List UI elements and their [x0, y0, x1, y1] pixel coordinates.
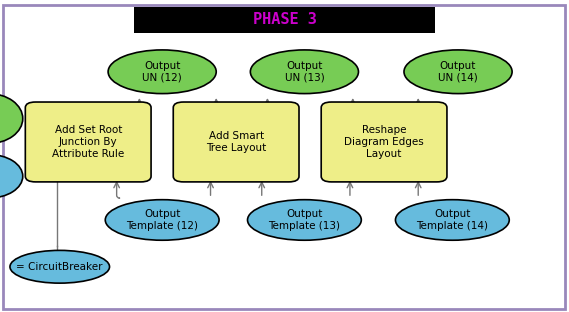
Text: Output
UN (14): Output UN (14)	[438, 61, 478, 83]
Text: Reshape
Diagram Edges
Layout: Reshape Diagram Edges Layout	[344, 125, 424, 158]
Text: Output
Template (13): Output Template (13)	[269, 209, 340, 231]
Text: = CircuitBreaker: = CircuitBreaker	[17, 262, 103, 272]
Text: Add Smart
Tree Layout: Add Smart Tree Layout	[206, 131, 266, 153]
Text: PHASE 3: PHASE 3	[253, 12, 316, 27]
Ellipse shape	[248, 200, 361, 240]
Text: Add Set Root
Junction By
Attribute Rule: Add Set Root Junction By Attribute Rule	[52, 125, 124, 158]
Ellipse shape	[0, 94, 23, 144]
Ellipse shape	[0, 154, 23, 198]
Text: Output
Template (14): Output Template (14)	[417, 209, 488, 231]
FancyBboxPatch shape	[173, 102, 299, 182]
Ellipse shape	[10, 250, 109, 283]
Ellipse shape	[395, 200, 509, 240]
Text: Output
UN (12): Output UN (12)	[142, 61, 182, 83]
Ellipse shape	[404, 50, 512, 94]
Ellipse shape	[250, 50, 358, 94]
Ellipse shape	[105, 200, 219, 240]
Text: Output
UN (13): Output UN (13)	[284, 61, 324, 83]
FancyBboxPatch shape	[321, 102, 447, 182]
Text: Output
Template (12): Output Template (12)	[126, 209, 198, 231]
Ellipse shape	[108, 50, 216, 94]
FancyBboxPatch shape	[134, 7, 435, 33]
FancyBboxPatch shape	[25, 102, 151, 182]
